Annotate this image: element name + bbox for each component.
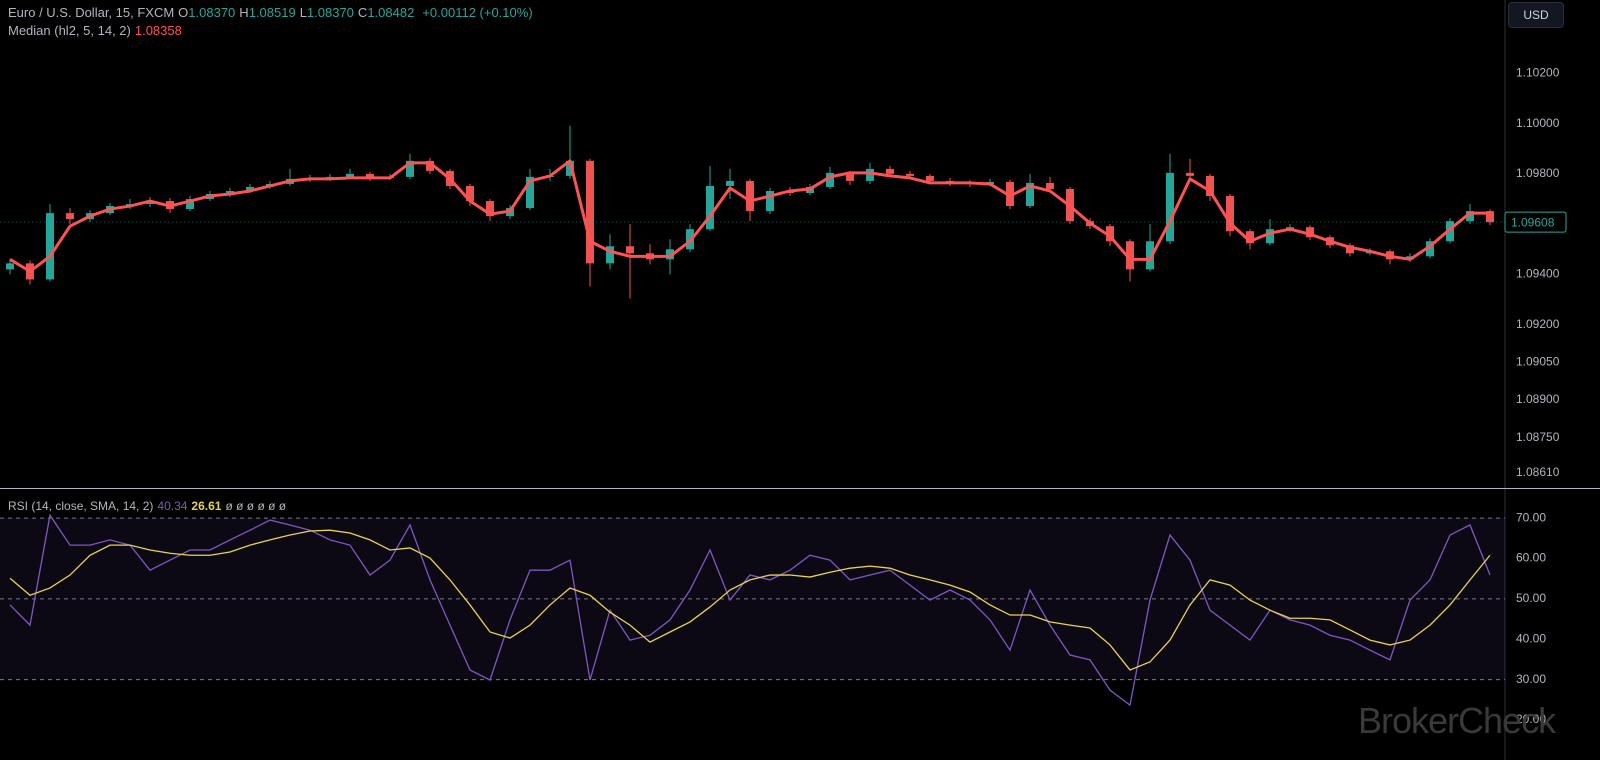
candle-body: [366, 173, 374, 178]
candle-body: [926, 175, 934, 181]
y-tick-label: 20.00: [1516, 712, 1546, 726]
candle-body: [666, 249, 674, 260]
rsi-line: [9, 529, 1491, 671]
candle-body: [1146, 241, 1154, 270]
candle-body: [866, 168, 874, 181]
last-price-label: 1.09608: [1511, 215, 1555, 229]
y-tick-label: 60.00: [1516, 551, 1546, 565]
candle-body: [1186, 172, 1194, 176]
candle-body: [706, 185, 714, 230]
candle-body: [886, 168, 894, 174]
y-tick-label: 1.09400: [1516, 267, 1560, 281]
candle-body: [1046, 182, 1054, 189]
candle-body: [66, 213, 74, 220]
y-tick-label: 50.00: [1516, 591, 1546, 605]
candle-body: [1426, 241, 1434, 257]
candle-body: [1226, 196, 1234, 232]
candle-body: [906, 173, 914, 176]
y-tick-label: 1.08750: [1516, 430, 1560, 444]
last-price-tag: [1504, 211, 1567, 233]
ohlc-label: H: [239, 5, 249, 20]
candle-body: [46, 213, 54, 280]
y-tick-label: 1.08610: [1516, 465, 1560, 479]
rsi-name: RSI (14, close, SMA, 14, 2): [8, 499, 154, 513]
ohlc-value: 1.08482: [367, 5, 415, 20]
y-tick-label: 1.10200: [1516, 66, 1560, 80]
candle-body: [1486, 211, 1494, 223]
median-legend: Median (hl2, 5, 14, 2) 1.08358: [8, 23, 186, 38]
ohlc: O1.08370 H1.08519 L1.08370 C1.08482: [178, 5, 418, 20]
candle-body: [346, 173, 354, 177]
y-tick-label: 70.00: [1516, 510, 1546, 524]
candle-body: [826, 172, 834, 187]
y-tick-label: 1.09050: [1516, 355, 1560, 369]
y-tick-label: 40.00: [1516, 631, 1546, 645]
watermark: BrokerCheck: [1358, 700, 1556, 741]
candle-body: [246, 186, 254, 191]
rsi-line: [9, 513, 1491, 707]
candle-body: [1346, 245, 1354, 254]
candle-body: [1246, 231, 1254, 244]
ohlc-label: O: [178, 5, 189, 20]
median-name: Median (hl2, 5, 14, 2): [8, 23, 131, 38]
candle-body: [1446, 221, 1454, 242]
candle-body: [626, 246, 634, 254]
candle-body: [6, 263, 14, 270]
change: +0.00112 (+0.10%): [422, 5, 533, 20]
rsi-empty: ø ø ø ø ø ø: [225, 499, 287, 513]
median-line: [9, 159, 1490, 273]
candle-body: [1266, 229, 1274, 244]
candle-body: [1166, 172, 1174, 242]
y-tick-label: 1.10000: [1516, 116, 1560, 130]
candle-body: [1126, 241, 1134, 270]
ohlc-value: 1.08370: [188, 5, 236, 20]
y-tick-label: 1.09800: [1516, 166, 1560, 180]
candle-body: [606, 246, 614, 264]
y-tick-label: 1.09200: [1516, 317, 1560, 331]
candle-body: [586, 160, 594, 264]
candle-body: [846, 172, 854, 181]
candle-body: [1106, 226, 1114, 242]
candle-body: [406, 160, 414, 177]
rsi-legend: RSI (14, close, SMA, 14, 2) 40.34 26.61 ø ø…: [8, 499, 290, 513]
rsi-value: 40.34: [157, 499, 188, 513]
candle-body: [486, 201, 494, 217]
candle-body: [186, 199, 194, 210]
symbol: Euro / U.S. Dollar, 15, FXCM: [8, 5, 175, 20]
candle-body: [746, 180, 754, 212]
rsi-sma-value: 26.61: [191, 499, 222, 513]
candle-body: [766, 190, 774, 212]
y-tick-label: 30.00: [1516, 672, 1546, 686]
median-value: 1.08358: [134, 23, 182, 38]
candle-body: [1206, 175, 1214, 197]
ohlc-label: C: [357, 5, 368, 20]
candle-body: [1006, 181, 1014, 207]
currency-button[interactable]: USD: [1508, 2, 1564, 28]
candle-body: [526, 176, 534, 209]
candle-body: [1026, 182, 1034, 207]
candle-body: [426, 160, 434, 171]
symbol-legend: Euro / U.S. Dollar, 15, FXCM O1.08370 H1.0…: [8, 5, 537, 20]
ohlc-label: L: [299, 5, 307, 20]
y-tick-label: 1.08900: [1516, 392, 1560, 406]
candle-body: [466, 185, 474, 202]
ohlc-value: 1.08370: [306, 5, 354, 20]
ohlc-value: 1.08519: [248, 5, 296, 20]
candle-body: [566, 160, 574, 176]
candle-body: [726, 180, 734, 186]
candle-body: [1466, 211, 1474, 222]
candle-body: [326, 176, 334, 178]
candle-body: [1306, 227, 1314, 238]
